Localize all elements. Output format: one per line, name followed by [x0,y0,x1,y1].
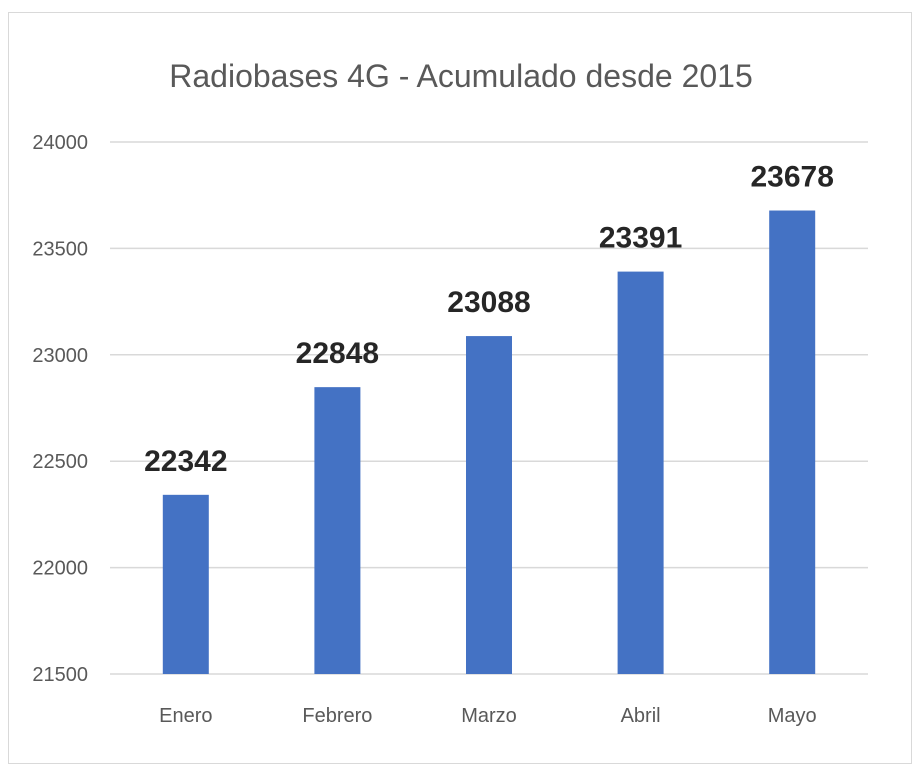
data-labels: 22342 22848 23088 23391 23678 [144,161,834,478]
bar-abril [617,271,664,674]
chart-title: Radiobases 4G - Acumulado desde 2015 [169,58,753,94]
y-tick-label: 22500 [32,451,88,473]
y-tick-label: 23500 [32,238,88,260]
bars [162,210,816,674]
y-tick-label: 24000 [32,132,88,154]
data-label: 23678 [750,161,833,194]
y-tick-label: 21500 [32,664,88,686]
bar-mayo [769,210,816,674]
bar-marzo [466,336,512,674]
y-tick-label: 22000 [32,558,88,580]
data-label: 22342 [144,445,227,478]
bar-febrero [314,387,361,674]
gridlines [110,141,868,675]
x-axis-ticks: Enero Febrero Marzo Abril Mayo [159,705,817,727]
data-label: 23088 [447,286,530,319]
data-label: 23391 [599,222,682,255]
x-tick-label: Marzo [461,705,517,727]
x-tick-label: Abril [621,705,661,727]
y-tick-label: 23000 [32,345,88,367]
x-tick-label: Febrero [302,705,372,727]
chart-frame [8,12,912,764]
x-tick-label: Enero [159,705,212,727]
y-axis-ticks: 21500 22000 22500 23000 23500 24000 [32,132,88,686]
data-label: 22848 [296,337,379,370]
bar-enero [162,494,209,674]
x-tick-label: Mayo [768,705,817,727]
